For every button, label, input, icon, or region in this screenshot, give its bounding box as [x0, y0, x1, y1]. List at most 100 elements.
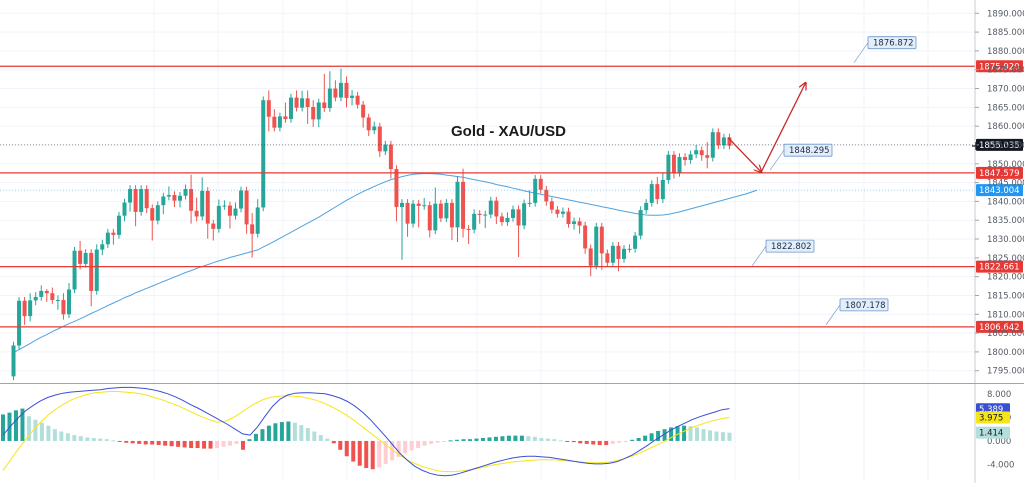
- candle-body: [133, 188, 138, 212]
- macd-histogram-bar: [636, 438, 641, 441]
- price-tick-label: 1860.000: [987, 122, 1024, 132]
- candle-body: [566, 211, 571, 224]
- candle-body: [78, 250, 83, 264]
- candle-body: [333, 88, 338, 98]
- macd-histogram-bar: [331, 440, 336, 444]
- macd-histogram-bar: [506, 435, 511, 441]
- candle-body: [361, 104, 366, 118]
- ma-layer: [13, 173, 758, 354]
- macd-histogram-bar: [111, 440, 116, 442]
- macd-histogram-bar: [396, 440, 401, 457]
- candle-body: [39, 290, 44, 297]
- macd-histogram-bar: [461, 439, 466, 441]
- candle-body: [272, 116, 277, 128]
- price-tick-label: 1840.000: [987, 197, 1024, 207]
- macd-histogram-bar: [643, 435, 648, 441]
- candle-body: [244, 190, 249, 225]
- candle-body: [178, 195, 182, 201]
- candle-body: [128, 188, 133, 203]
- candle-body: [172, 195, 177, 201]
- candle-body: [660, 179, 665, 200]
- macd-histogram-bar: [351, 440, 356, 462]
- macd-histogram-bar: [442, 440, 447, 442]
- candle-body: [483, 214, 488, 216]
- macd-histogram-bar: [682, 425, 687, 441]
- macd-histogram-bar: [65, 433, 70, 441]
- candle-body: [239, 190, 244, 209]
- candle-body: [511, 209, 515, 218]
- macd-histogram-bar: [604, 440, 609, 446]
- macd-histogram-bar: [409, 440, 414, 451]
- price-tag-text: 1855.035: [979, 141, 1020, 151]
- macd-histogram-bar: [539, 438, 544, 441]
- macd-histogram-bar: [435, 440, 440, 443]
- level-callout-box[interactable]: [765, 239, 815, 253]
- macd-histogram-bar: [720, 432, 725, 441]
- macd-histogram-bar: [20, 408, 25, 441]
- candle-body: [466, 228, 471, 230]
- candle-body: [594, 226, 599, 266]
- price-tick-label: 1875.000: [987, 66, 1024, 76]
- candle-body: [477, 213, 482, 215]
- macd-histogram-bar: [182, 440, 187, 448]
- candle-body: [227, 205, 232, 216]
- macd-value-tag-text: 5.389: [979, 405, 1003, 415]
- macd-histogram-bar: [493, 436, 498, 441]
- level-callout-box[interactable]: [867, 36, 917, 50]
- price-tick-label: 1870.000: [987, 85, 1024, 95]
- candle-body: [544, 189, 549, 202]
- candle-body: [671, 154, 676, 173]
- candle-body: [305, 98, 310, 107]
- candle-body: [694, 150, 699, 155]
- candle-body: [189, 188, 194, 211]
- candle-body: [322, 102, 327, 109]
- candle-body: [67, 289, 71, 315]
- macd-tick-label: 8.000: [987, 390, 1011, 400]
- chart-title: Gold - XAU/USD: [451, 123, 566, 140]
- macd-histogram-bar: [565, 440, 570, 442]
- crosshair-plus-icon[interactable]: [972, 142, 980, 150]
- macd-histogram-bar: [46, 425, 51, 441]
- candle-body: [599, 226, 604, 254]
- macd-histogram-bar: [163, 440, 168, 446]
- candle-body: [616, 245, 621, 259]
- price-tick-label: 1800.000: [987, 348, 1024, 358]
- macd-histogram-bar: [234, 440, 239, 444]
- candle-body: [400, 202, 404, 208]
- macd-histogram-bar: [273, 423, 278, 441]
- level-callout-box[interactable]: [839, 298, 889, 312]
- candle-body: [555, 209, 560, 214]
- macd-histogram-bar: [578, 440, 583, 444]
- candle-body: [449, 202, 454, 228]
- candle-body: [50, 293, 55, 300]
- level-callout-box[interactable]: [783, 143, 833, 157]
- price-tag: [976, 184, 1023, 197]
- macd-tick-label: -4.000: [987, 461, 1014, 471]
- macd-histogram-bar: [610, 440, 615, 444]
- macd-histogram-bar: [52, 429, 57, 441]
- level-callout-text: 1848.295: [789, 146, 830, 156]
- macd-value-tag-text: 1.414: [979, 429, 1003, 439]
- callout-leader: [825, 304, 841, 326]
- macd-histogram-bar: [344, 440, 349, 457]
- candle-body: [61, 299, 66, 315]
- candle-body: [655, 184, 660, 200]
- price-tick-label: 1850.000: [987, 160, 1024, 170]
- candle-body: [55, 299, 60, 301]
- macd-histogram-bar: [422, 440, 427, 446]
- macd-histogram-bar: [85, 437, 90, 441]
- price-tick-label: 1890.000: [987, 9, 1024, 19]
- candle-body: [716, 132, 721, 146]
- macd-histogram-bar: [104, 439, 109, 441]
- candle-body: [183, 188, 188, 196]
- candle-body: [155, 205, 160, 221]
- candle-body: [577, 221, 582, 226]
- macd-histogram-bar: [526, 436, 531, 441]
- candle-body: [444, 202, 449, 219]
- macd-histogram-bar: [33, 419, 38, 441]
- candle-body: [150, 208, 155, 221]
- macd-histogram-bar: [253, 433, 258, 441]
- candle-body: [666, 154, 671, 180]
